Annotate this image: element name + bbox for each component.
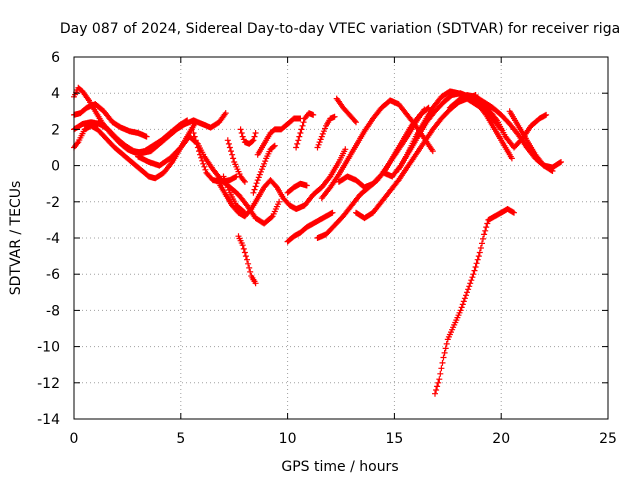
y-tick-label: -2	[46, 195, 60, 211]
y-tick-label: 6	[51, 50, 60, 66]
y-tick-label: 2	[51, 122, 60, 138]
series-pass-n	[284, 209, 336, 245]
data-points	[235, 233, 259, 287]
y-tick-label: -10	[37, 340, 60, 356]
data-marks	[71, 84, 564, 397]
data-points	[446, 92, 564, 171]
y-axis-title: SDTVAR / TECUs	[8, 181, 24, 296]
data-points	[284, 180, 310, 196]
series-pass-e	[135, 133, 283, 227]
y-tick-label: -4	[46, 231, 60, 247]
y-tick-labels: 6 4 2 0 -2 -4 -6 -8 -10 -12 -14	[37, 50, 60, 428]
series-pass-v	[353, 92, 479, 222]
y-tick-label: 4	[51, 86, 60, 102]
x-tick-labels: 0 5 10 15 20 25	[70, 431, 617, 447]
data-points	[333, 95, 359, 126]
axis-ticks	[73, 56, 609, 420]
series-pass-i	[224, 137, 248, 185]
y-tick-label: -8	[46, 303, 60, 319]
series-pass-o	[284, 180, 310, 196]
data-points	[190, 130, 240, 185]
x-tick-label: 5	[176, 431, 185, 447]
series-pass-p	[293, 110, 317, 151]
data-points	[237, 126, 259, 147]
data-points	[335, 106, 428, 191]
y-tick-label: -12	[37, 376, 60, 392]
data-points	[254, 115, 304, 158]
data-points	[468, 97, 550, 151]
data-points	[314, 113, 338, 151]
series-pass-k	[235, 233, 259, 287]
x-tick-label: 15	[385, 431, 403, 447]
grid	[74, 57, 608, 419]
data-points	[71, 110, 229, 156]
series-pass-ab	[506, 108, 556, 174]
data-points	[250, 142, 278, 196]
y-tick-label: 0	[51, 159, 60, 175]
data-points	[135, 133, 283, 227]
data-points	[284, 209, 336, 245]
series-pass-j	[237, 126, 259, 147]
series-pass-u	[333, 95, 359, 126]
x-tick-label: 10	[279, 431, 297, 447]
x-axis-title: GPS time / hours	[281, 459, 398, 475]
data-points	[506, 108, 556, 174]
data-points	[353, 92, 479, 222]
x-tick-label: 20	[492, 431, 510, 447]
series-pass-y	[432, 206, 517, 397]
series-pass-m	[254, 115, 304, 158]
series-pass-d	[71, 110, 229, 156]
y-tick-label: -14	[37, 412, 60, 428]
x-tick-label: 0	[70, 431, 79, 447]
series-pass-q	[314, 113, 338, 151]
series-pass-t	[335, 106, 428, 191]
chart-title: Day 087 of 2024, Sidereal Day-to-day VTE…	[60, 21, 620, 37]
series-pass-h	[220, 173, 248, 216]
x-tick-label: 25	[599, 431, 617, 447]
series-pass-l	[250, 142, 278, 196]
data-points	[432, 206, 517, 397]
data-points	[293, 110, 317, 151]
series-pass-g	[216, 146, 349, 220]
data-points	[220, 173, 248, 216]
data-points	[216, 146, 349, 220]
series-pass-f	[190, 130, 240, 185]
series-pass-z	[446, 92, 564, 171]
y-tick-label: -6	[46, 267, 60, 283]
series-pass-aa	[468, 97, 550, 151]
data-points	[224, 137, 248, 185]
